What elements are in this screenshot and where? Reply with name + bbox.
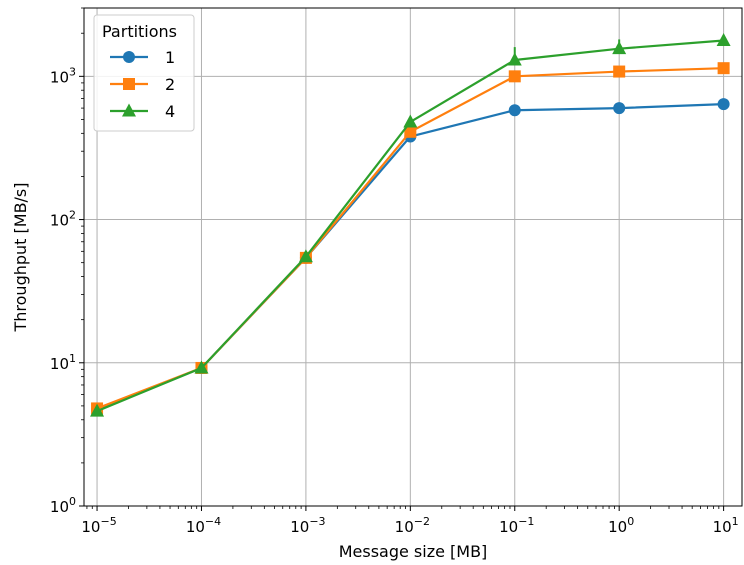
y-tick-label: 102 bbox=[50, 209, 76, 230]
legend-label: 4 bbox=[165, 102, 175, 121]
y-tick-label: 103 bbox=[50, 65, 76, 86]
legend-label: 2 bbox=[165, 75, 175, 94]
data-point bbox=[508, 70, 521, 83]
x-tick-label: 10−3 bbox=[290, 515, 325, 536]
y-axis-label: Throughput [MB/s] bbox=[11, 182, 30, 332]
legend-item: 2 bbox=[110, 75, 175, 94]
data-point bbox=[298, 249, 313, 263]
legend-label: 1 bbox=[165, 48, 175, 67]
legend: Partitions 1 2 4 bbox=[93, 14, 195, 132]
x-tick-label: 100 bbox=[608, 515, 634, 536]
y-tick-label: 100 bbox=[50, 495, 76, 516]
x-tick-label: 10−1 bbox=[499, 515, 534, 536]
data-point bbox=[613, 102, 626, 115]
data-point bbox=[613, 65, 626, 78]
legend-items: 1 2 4 bbox=[110, 48, 175, 121]
data-point bbox=[194, 360, 209, 374]
data-point bbox=[403, 114, 418, 128]
legend-marker bbox=[123, 78, 135, 90]
series-layer bbox=[90, 32, 731, 417]
x-tick-label: 10−5 bbox=[81, 515, 116, 536]
data-point bbox=[508, 104, 521, 117]
legend-item: 1 bbox=[110, 48, 175, 67]
plot-frame bbox=[83, 7, 743, 507]
legend-marker bbox=[123, 51, 135, 63]
data-point bbox=[716, 32, 731, 46]
ticks: 10−5 10−4 10−3 10−2 10−1 100 101 100 101 102 103 bbox=[50, 7, 739, 536]
data-point bbox=[404, 125, 417, 138]
x-tick-label: 10−2 bbox=[395, 515, 430, 536]
legend-marker bbox=[122, 103, 136, 117]
legend-box bbox=[93, 14, 195, 132]
legend-title: Partitions bbox=[102, 22, 177, 41]
x-tick-label: 101 bbox=[713, 515, 739, 536]
y-tick-label: 101 bbox=[50, 352, 76, 373]
data-point bbox=[90, 403, 105, 417]
data-point bbox=[717, 62, 730, 75]
x-tick-label: 10−4 bbox=[186, 515, 221, 536]
series-4 bbox=[90, 32, 731, 417]
data-point bbox=[717, 98, 730, 111]
x-axis-label: Message size [MB] bbox=[339, 542, 488, 561]
legend-item: 4 bbox=[110, 102, 175, 121]
data-point bbox=[507, 52, 522, 66]
data-point bbox=[612, 41, 627, 55]
